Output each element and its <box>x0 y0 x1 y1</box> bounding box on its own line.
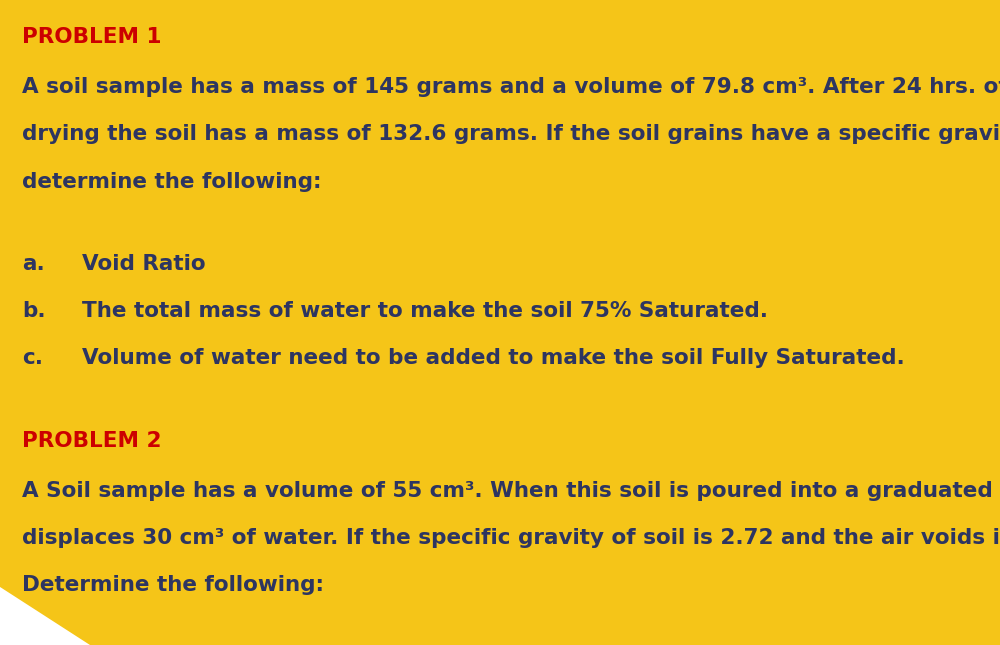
Text: c.: c. <box>22 348 43 368</box>
Text: drying the soil has a mass of 132.6 grams. If the soil grains have a specific gr: drying the soil has a mass of 132.6 gram… <box>22 124 1000 144</box>
Text: PROBLEM 1: PROBLEM 1 <box>22 27 162 47</box>
Text: A Soil sample has a volume of 55 cm³. When this soil is poured into a graduated : A Soil sample has a volume of 55 cm³. Wh… <box>22 481 1000 501</box>
Text: a.: a. <box>22 254 45 274</box>
Polygon shape <box>0 587 90 645</box>
Text: A soil sample has a mass of 145 grams and a volume of 79.8 cm³. After 24 hrs. of: A soil sample has a mass of 145 grams an… <box>22 77 1000 97</box>
Text: displaces 30 cm³ of water. If the specific gravity of soil is 2.72 and the air v: displaces 30 cm³ of water. If the specif… <box>22 528 1000 548</box>
Text: Volume of water need to be added to make the soil Fully Saturated.: Volume of water need to be added to make… <box>82 348 905 368</box>
Text: Determine the following:: Determine the following: <box>22 575 324 595</box>
Text: determine the following:: determine the following: <box>22 172 322 192</box>
Text: PROBLEM 2: PROBLEM 2 <box>22 431 162 451</box>
Text: Void Ratio: Void Ratio <box>82 254 206 274</box>
Text: b.: b. <box>22 301 46 321</box>
Text: The total mass of water to make the soil 75% Saturated.: The total mass of water to make the soil… <box>82 301 768 321</box>
